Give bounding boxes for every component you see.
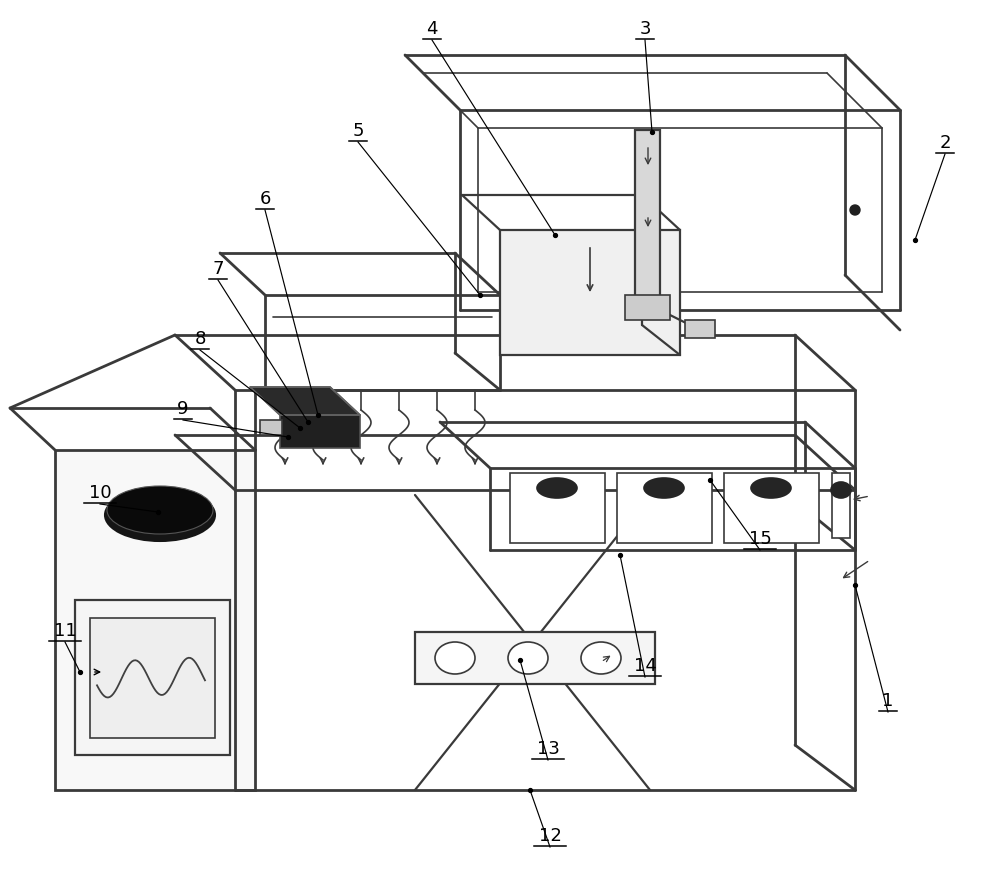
Bar: [415, 632, 655, 684]
Bar: [625, 295, 670, 320]
Text: 9: 9: [177, 400, 189, 418]
Ellipse shape: [751, 478, 791, 498]
Polygon shape: [250, 387, 360, 415]
Text: 13: 13: [537, 740, 559, 758]
Ellipse shape: [850, 205, 860, 215]
Text: 15: 15: [749, 530, 771, 548]
Ellipse shape: [581, 642, 621, 674]
Bar: [685, 320, 715, 338]
Text: 12: 12: [539, 827, 561, 845]
Bar: [75, 600, 230, 755]
Ellipse shape: [105, 489, 215, 541]
Text: 11: 11: [54, 622, 76, 640]
Bar: [90, 618, 215, 738]
Ellipse shape: [435, 642, 475, 674]
Bar: [724, 473, 819, 543]
Text: 7: 7: [212, 260, 224, 278]
Bar: [510, 473, 605, 543]
Bar: [260, 420, 282, 435]
Bar: [617, 473, 712, 543]
Ellipse shape: [644, 478, 684, 498]
Bar: [500, 230, 680, 355]
Text: 4: 4: [426, 20, 438, 38]
Text: 6: 6: [259, 190, 271, 208]
Bar: [832, 473, 850, 538]
Ellipse shape: [831, 482, 851, 498]
Ellipse shape: [537, 478, 577, 498]
Bar: [635, 130, 660, 310]
Text: 8: 8: [194, 330, 206, 348]
Text: 5: 5: [352, 122, 364, 140]
Ellipse shape: [508, 642, 548, 674]
Text: 14: 14: [634, 657, 656, 675]
Text: 3: 3: [639, 20, 651, 38]
Text: 2: 2: [939, 134, 951, 152]
Bar: [55, 450, 255, 790]
Ellipse shape: [107, 486, 213, 534]
Text: 10: 10: [89, 484, 111, 502]
Bar: [280, 415, 360, 448]
Text: 1: 1: [882, 692, 894, 710]
